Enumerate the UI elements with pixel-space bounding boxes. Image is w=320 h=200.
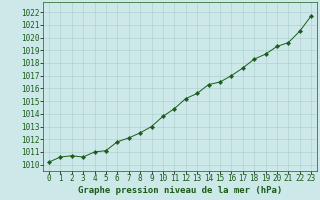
X-axis label: Graphe pression niveau de la mer (hPa): Graphe pression niveau de la mer (hPa) bbox=[78, 186, 282, 195]
